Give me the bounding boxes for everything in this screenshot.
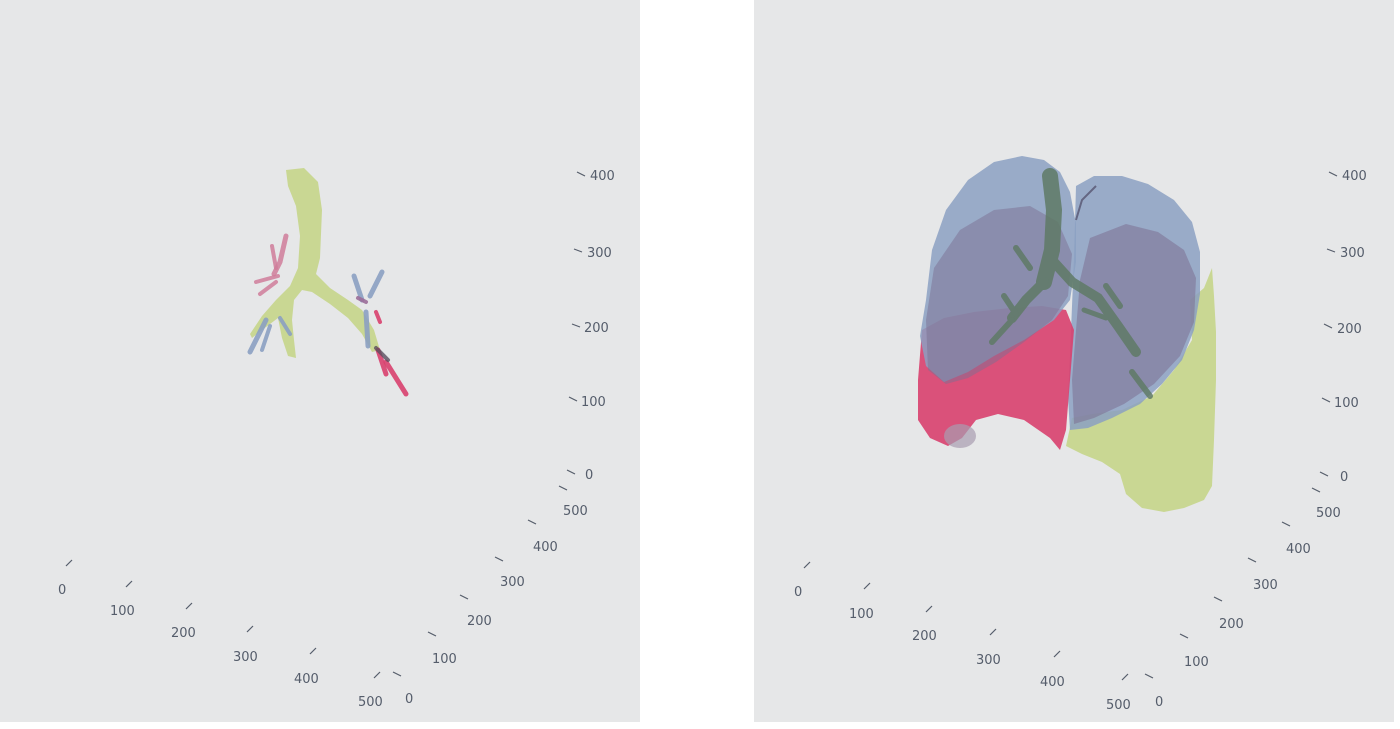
- tick-label: 200: [467, 614, 492, 629]
- tick-label: 0: [405, 692, 413, 707]
- tick-label: 200: [912, 629, 937, 644]
- lung-plot-canvas: 400 300 200 100 0 500 400 300 200 100 0: [794, 156, 1367, 713]
- tick-label: 0: [1155, 695, 1163, 710]
- vertical-axis: 400 300 200 100 0: [1319, 169, 1367, 485]
- tick-label: 500: [358, 695, 383, 710]
- tick-label: 100: [1184, 655, 1209, 670]
- fissure-line: [1075, 185, 1097, 221]
- trachea: [250, 168, 380, 358]
- lobe-yellow-green: [1066, 268, 1216, 512]
- right-bronchial-branches: [247, 233, 292, 355]
- horizontal-axis: 0 100 200 300 400 500: [794, 561, 1131, 713]
- tick-label: 300: [233, 650, 258, 665]
- tick-label: 100: [432, 652, 457, 667]
- branch-blue-6: [363, 309, 371, 349]
- branch-blue-1: [247, 317, 269, 355]
- lung-lobes-3d-plot: 400 300 200 100 0 500 400 300 200 100 0: [754, 0, 1394, 722]
- tick-label: 0: [585, 468, 593, 483]
- left-bronchial-branches: [351, 269, 409, 397]
- tick-label: 300: [587, 246, 612, 261]
- tick-label: 500: [1316, 506, 1341, 521]
- depth-axis: 500 400 300 200 100 0: [1144, 487, 1341, 710]
- branch-blue-4: [351, 273, 365, 303]
- tick-label: 400: [294, 672, 319, 687]
- lobe-purple-left: [926, 206, 1072, 384]
- tick-label: 0: [58, 583, 66, 598]
- branch-purple-1: [356, 296, 368, 304]
- airway-tree: [989, 168, 1153, 399]
- lobe-lower-bulge: [944, 424, 976, 448]
- tick-label: 200: [1337, 322, 1362, 337]
- tick-label: 300: [500, 575, 525, 590]
- branch-blue-3: [278, 316, 292, 336]
- tick-label: 500: [1106, 698, 1131, 713]
- trachea-and-bronchi: [250, 168, 380, 358]
- branch-pink-3: [254, 274, 280, 284]
- airway-3d-plot: 400 300 200 100 0 500 400 300 200 100 0: [0, 0, 640, 722]
- horizontal-axis: 0 100 200 300 400 500: [58, 559, 383, 710]
- lobe-purple-right: [1072, 224, 1196, 424]
- tick-label: 400: [1040, 675, 1065, 690]
- vertical-axis: 400 300 200 100 0: [566, 169, 615, 483]
- right-main-bronchus: [1047, 255, 1141, 357]
- tick-label: 200: [1219, 617, 1244, 632]
- branch-blue-2: [260, 324, 272, 352]
- tick-label: 100: [1334, 396, 1359, 411]
- branch-dark-b: [1001, 293, 1019, 317]
- airway-plot-canvas: 400 300 200 100 0 500 400 300 200 100 0: [58, 168, 615, 710]
- tick-label: 0: [794, 585, 802, 600]
- depth-axis: 500 400 300 200 100 0: [392, 485, 588, 707]
- tick-label: 400: [590, 169, 615, 184]
- branch-pink-4: [258, 280, 278, 296]
- tick-label: 300: [1253, 578, 1278, 593]
- tick-label: 200: [171, 626, 196, 641]
- tick-label: 100: [110, 604, 135, 619]
- branch-dark-d: [1103, 283, 1123, 309]
- tick-label: 400: [1286, 542, 1311, 557]
- branch-blue-5: [367, 269, 385, 299]
- tick-label: 100: [581, 395, 606, 410]
- tick-label: 0: [1340, 470, 1348, 485]
- branch-dark-e: [1081, 307, 1109, 321]
- tick-label: 500: [563, 504, 588, 519]
- branch-red-3: [374, 310, 382, 324]
- tick-label: 400: [1342, 169, 1367, 184]
- branch-pink-2: [270, 244, 278, 270]
- tick-label: 200: [584, 321, 609, 336]
- branch-red-2: [383, 359, 409, 397]
- branch-dark-1: [374, 346, 390, 362]
- branch-dark-c: [989, 317, 1015, 345]
- tick-label: 100: [849, 607, 874, 622]
- tick-label: 300: [1340, 246, 1365, 261]
- tick-label: 300: [976, 653, 1001, 668]
- trachea-dark: [1036, 168, 1063, 290]
- tick-label: 400: [533, 540, 558, 555]
- branch-dark-f: [1129, 369, 1153, 399]
- branch-dark-a: [1013, 245, 1033, 271]
